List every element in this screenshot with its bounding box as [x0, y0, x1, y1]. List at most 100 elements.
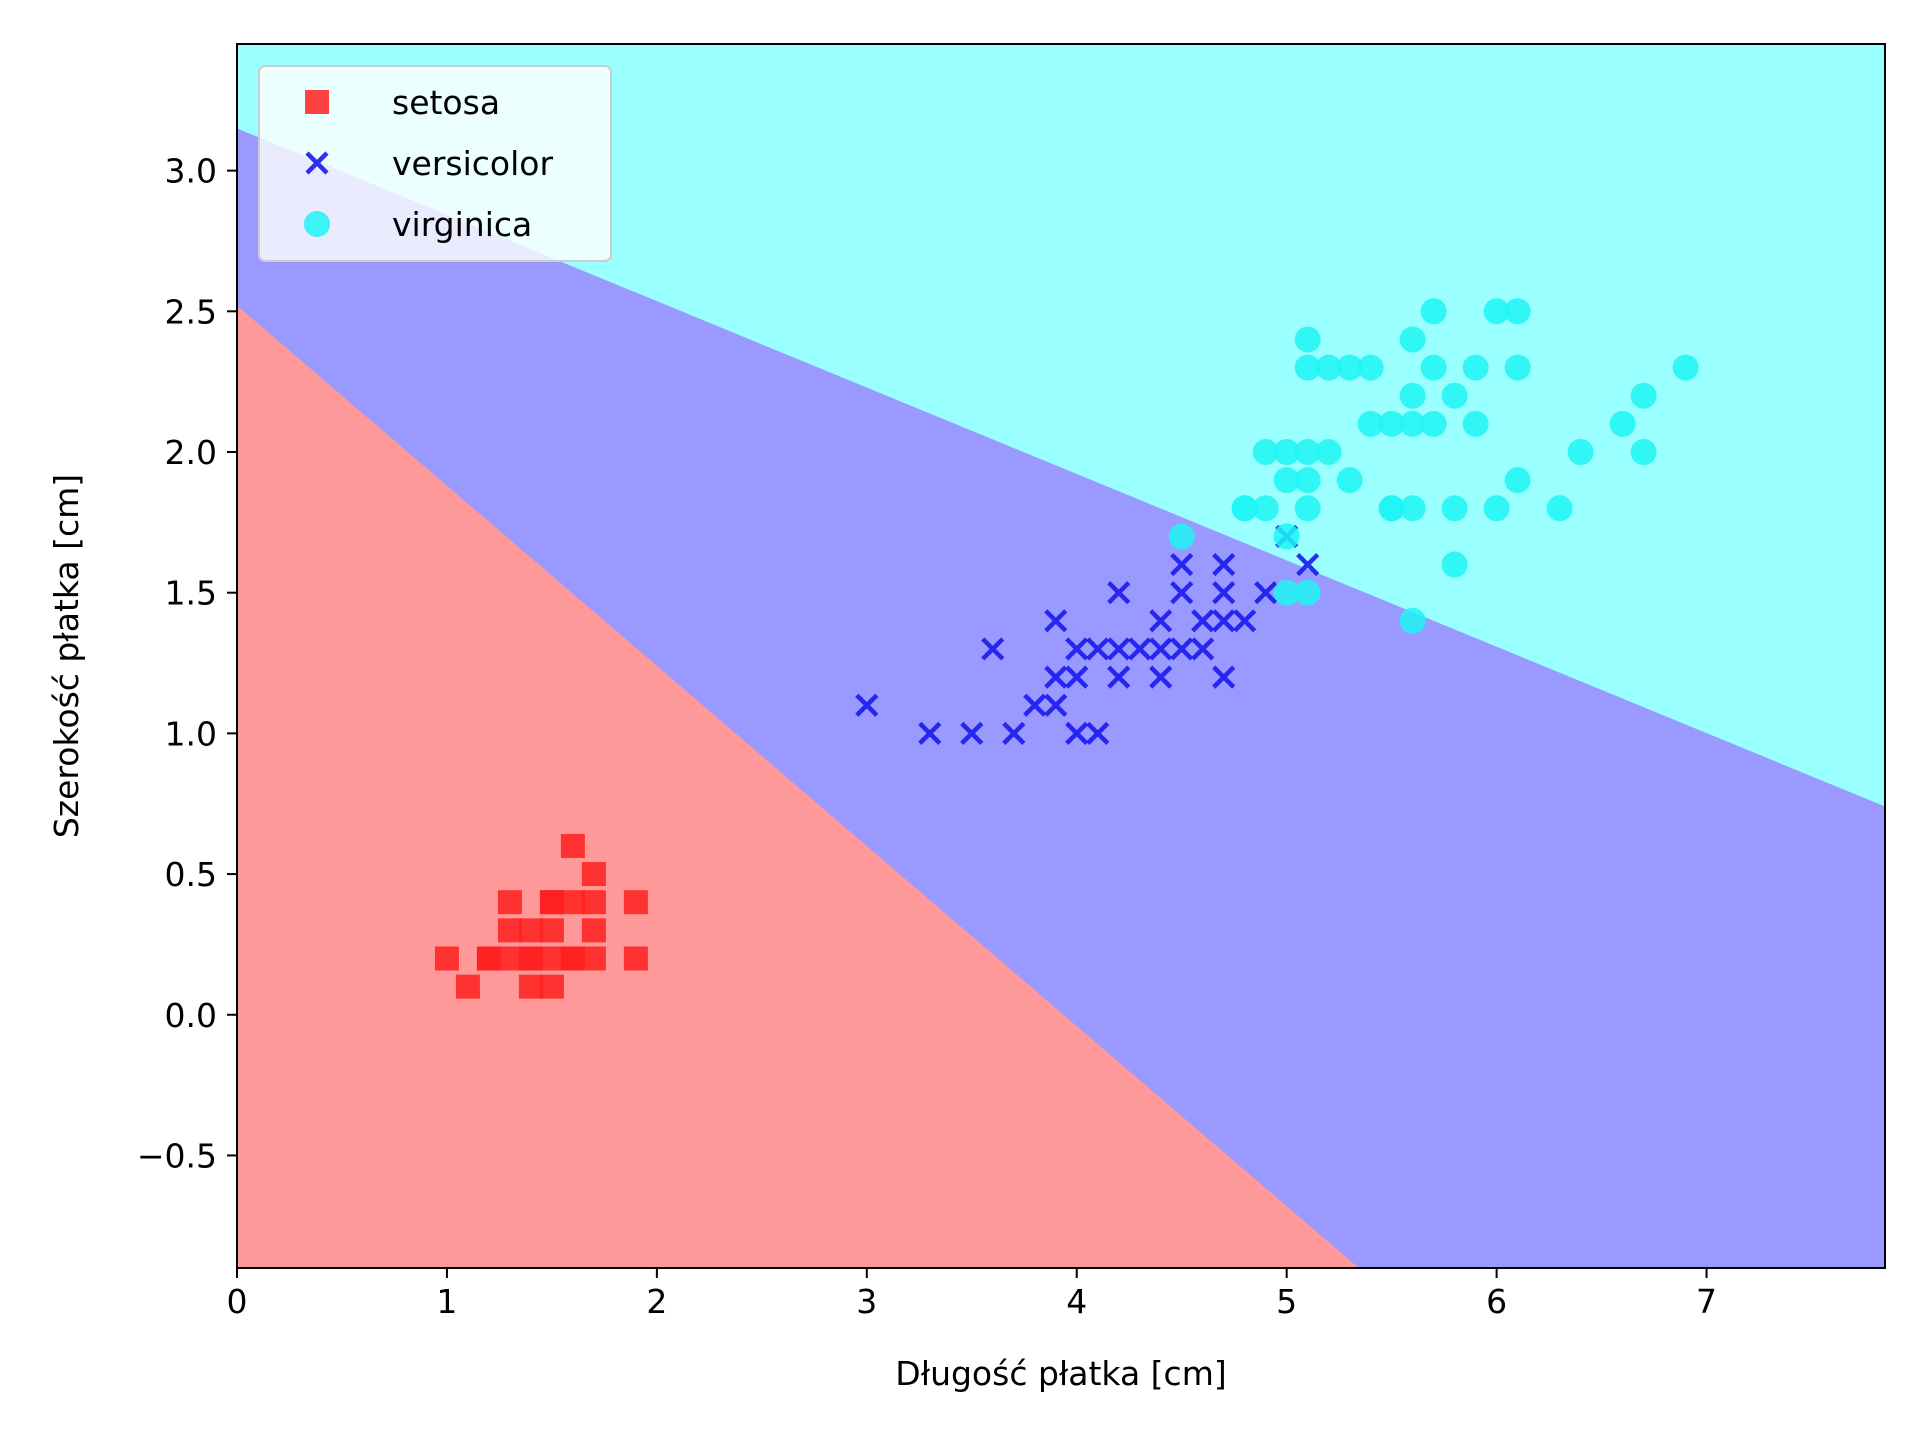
point-virginica — [1420, 354, 1447, 381]
point-virginica — [1462, 410, 1489, 437]
point-setosa — [539, 918, 564, 943]
plot-frame — [236, 43, 1886, 1269]
point-virginica — [1294, 354, 1321, 381]
y-axis-label: Szerokość płatka [cm] — [47, 474, 86, 838]
point-setosa — [539, 974, 564, 999]
point-setosa — [560, 833, 585, 858]
point-versicolor — [1212, 665, 1236, 689]
point-versicolor — [1149, 609, 1173, 633]
point-versicolor — [855, 693, 879, 717]
point-virginica — [1483, 495, 1510, 522]
point-virginica — [1357, 410, 1384, 437]
point-virginica — [1378, 495, 1405, 522]
point-versicolor — [1065, 721, 1089, 745]
point-setosa — [497, 890, 522, 915]
point-versicolor — [1128, 637, 1152, 661]
x-tick-label: 7 — [1696, 1282, 1717, 1321]
point-virginica — [1231, 495, 1258, 522]
point-setosa — [581, 946, 606, 971]
legend-label-virginica: virginica — [392, 205, 532, 244]
y-tick-label: −0.5 — [137, 1136, 217, 1175]
point-versicolor — [1191, 637, 1215, 661]
y-tick-label: 1.0 — [165, 714, 217, 753]
x-axis-label: Długość płatka [cm] — [895, 1354, 1226, 1393]
point-versicolor — [1191, 609, 1215, 633]
point-virginica — [1336, 354, 1363, 381]
point-virginica — [1357, 354, 1384, 381]
y-tick-label: 3.0 — [165, 152, 217, 191]
point-virginica — [1483, 298, 1510, 325]
legend-label-setosa: setosa — [392, 83, 500, 122]
point-virginica — [1294, 467, 1321, 494]
legend-marker-setosa — [305, 90, 329, 114]
point-virginica — [1441, 551, 1468, 578]
point-virginica — [1399, 382, 1426, 409]
point-setosa — [560, 890, 585, 915]
y-tick-label: 2.0 — [165, 433, 217, 472]
point-setosa — [581, 890, 606, 915]
point-setosa — [518, 946, 543, 971]
point-versicolor — [1170, 581, 1194, 605]
x-tick-label: 0 — [227, 1282, 248, 1321]
point-versicolor — [1212, 581, 1236, 605]
point-versicolor — [1170, 552, 1194, 577]
point-versicolor — [1107, 637, 1131, 661]
point-versicolor — [1002, 721, 1026, 745]
point-setosa — [434, 946, 459, 971]
point-versicolor — [1170, 637, 1194, 661]
point-setosa — [497, 918, 522, 943]
series-setosa — [434, 833, 648, 999]
point-virginica — [1630, 439, 1657, 465]
legend: setosa versicolor virginica — [258, 65, 612, 262]
y-tick-label: 1.5 — [165, 574, 217, 613]
point-virginica — [1546, 495, 1573, 522]
point-virginica — [1336, 467, 1363, 494]
point-virginica — [1609, 410, 1636, 437]
point-setosa — [455, 974, 480, 999]
point-virginica — [1273, 467, 1300, 494]
point-versicolor — [1044, 665, 1068, 689]
x-tick-label: 1 — [436, 1282, 457, 1321]
point-virginica — [1504, 298, 1531, 325]
point-setosa — [518, 974, 543, 999]
point-virginica — [1315, 354, 1342, 381]
point-versicolor — [1149, 665, 1173, 689]
point-virginica — [1672, 354, 1699, 381]
point-setosa — [581, 918, 606, 943]
point-virginica — [1294, 326, 1321, 353]
point-virginica — [1168, 523, 1195, 550]
point-versicolor — [1065, 665, 1089, 689]
y-tick-label: 0.0 — [165, 996, 217, 1035]
point-versicolor — [918, 721, 942, 745]
point-versicolor — [1065, 637, 1089, 661]
point-setosa — [560, 946, 585, 971]
point-virginica — [1273, 523, 1300, 550]
point-setosa — [623, 946, 648, 971]
point-virginica — [1462, 354, 1489, 381]
legend-box — [258, 65, 612, 262]
point-virginica — [1399, 326, 1426, 353]
point-versicolor — [1233, 609, 1257, 633]
point-setosa — [539, 946, 564, 971]
point-virginica — [1399, 410, 1426, 437]
legend-marker-versicolor — [305, 151, 329, 175]
series-virginica — [1168, 298, 1699, 634]
point-virginica — [1567, 439, 1594, 465]
point-versicolor — [1149, 637, 1173, 661]
point-virginica — [1441, 495, 1468, 522]
point-versicolor — [1296, 552, 1320, 577]
point-versicolor — [1044, 609, 1068, 633]
point-setosa — [518, 918, 543, 943]
point-virginica — [1399, 607, 1426, 634]
point-versicolor — [1254, 581, 1278, 605]
region-setosa — [237, 305, 1359, 1268]
data-points — [434, 298, 1699, 999]
point-versicolor — [1107, 665, 1131, 689]
point-virginica — [1273, 579, 1300, 606]
point-virginica — [1630, 382, 1657, 409]
point-versicolor — [1107, 581, 1131, 605]
y-tick-label: 2.5 — [165, 292, 217, 331]
x-tick-label: 4 — [1066, 1282, 1087, 1321]
point-virginica — [1315, 439, 1342, 465]
